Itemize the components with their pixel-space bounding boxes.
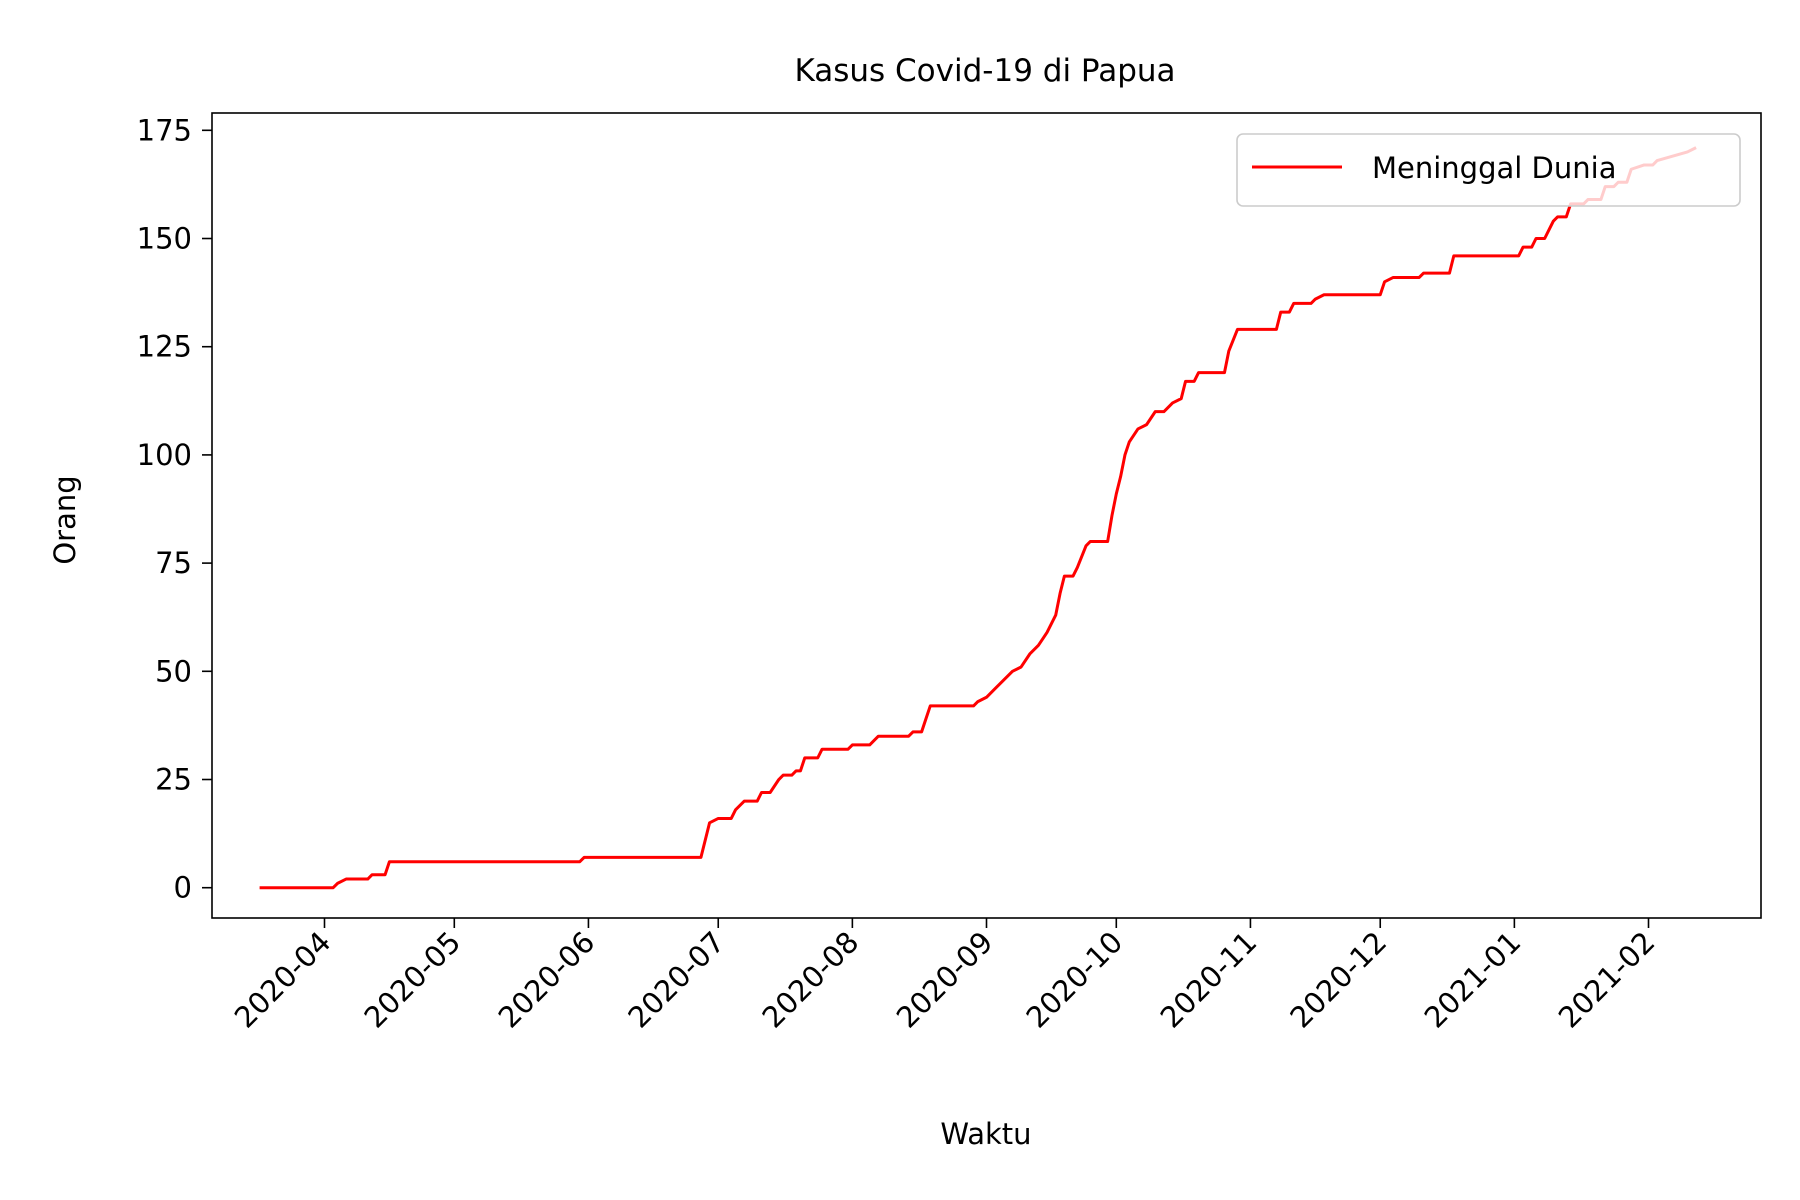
y-tick-label: 150	[137, 222, 192, 256]
plot-frame	[211, 112, 1762, 919]
y-axis-ticks: 0 25 50 75 100 125 150 175	[137, 113, 212, 905]
legend: Meninggal Dunia	[1236, 133, 1741, 207]
y-tick-label: 175	[137, 113, 192, 147]
y-tick-label: 0	[174, 871, 192, 905]
chart-title: Kasus Covid-19 di Papua	[794, 53, 1175, 89]
y-tick-label: 125	[137, 330, 192, 364]
legend-box	[1236, 133, 1741, 207]
x-axis-label: Waktu	[940, 1117, 1031, 1151]
series-line-meninggal-dunia	[259, 146, 1697, 890]
y-tick-label: 75	[155, 546, 192, 580]
legend-label-meninggal-dunia: Meninggal Dunia	[1372, 151, 1616, 185]
y-tick-label: 100	[137, 438, 192, 472]
y-tick-label: 25	[155, 763, 192, 797]
y-axis-label: Orang	[48, 475, 82, 564]
y-tick-label: 50	[155, 654, 192, 688]
